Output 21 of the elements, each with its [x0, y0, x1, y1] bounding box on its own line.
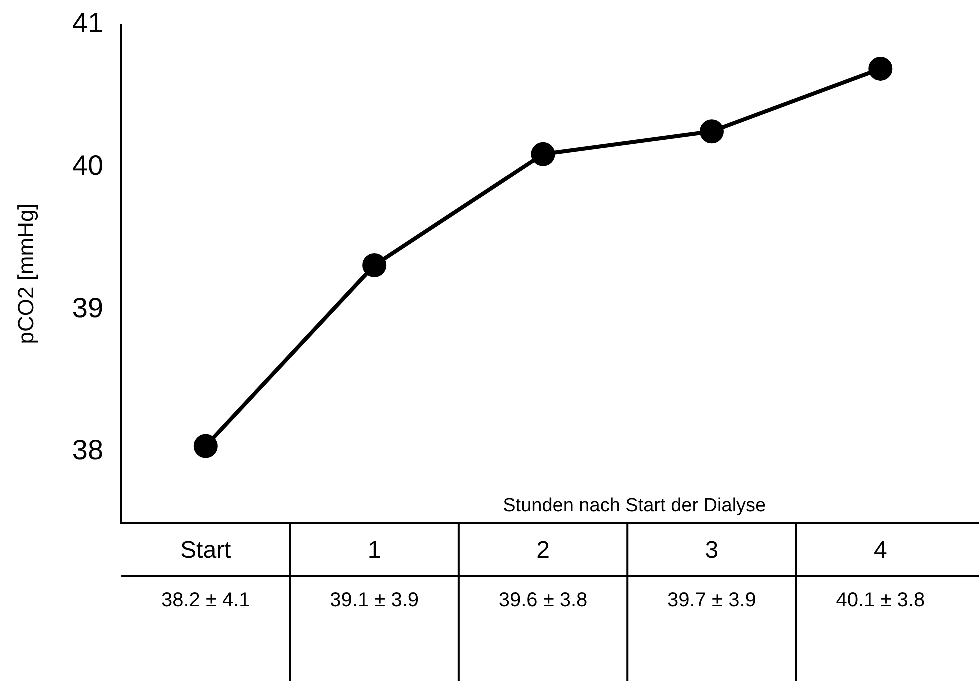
x-axis-title: Stunden nach Start der Dialyse [503, 495, 766, 516]
y-tick-label: 38 [72, 434, 104, 466]
point [700, 120, 724, 144]
point [868, 56, 893, 81]
y-tick-label: 39 [72, 292, 104, 324]
x-tick-label: 4 [874, 537, 888, 564]
text: 39.1 ± 3.9 [330, 590, 419, 612]
x-tick-label: Start [180, 537, 232, 564]
x-tick-label: 3 [705, 537, 719, 564]
x-tick-label: 2 [536, 537, 550, 564]
text: 38.2 ± 4.1 [161, 590, 250, 612]
x-tick-label: 1 [368, 537, 382, 564]
point [531, 142, 556, 166]
y-tick-label: 40 [72, 150, 104, 181]
point [362, 253, 387, 278]
text: 39.7 ± 3.9 [668, 590, 756, 612]
text: 40.1 ± 3.8 [836, 590, 926, 612]
y-axis-title: pCO2 [mmHg] [13, 204, 38, 344]
text: 39.6 ± 3.8 [498, 590, 588, 612]
y-tick-label: 41 [72, 8, 104, 39]
point [194, 434, 218, 458]
